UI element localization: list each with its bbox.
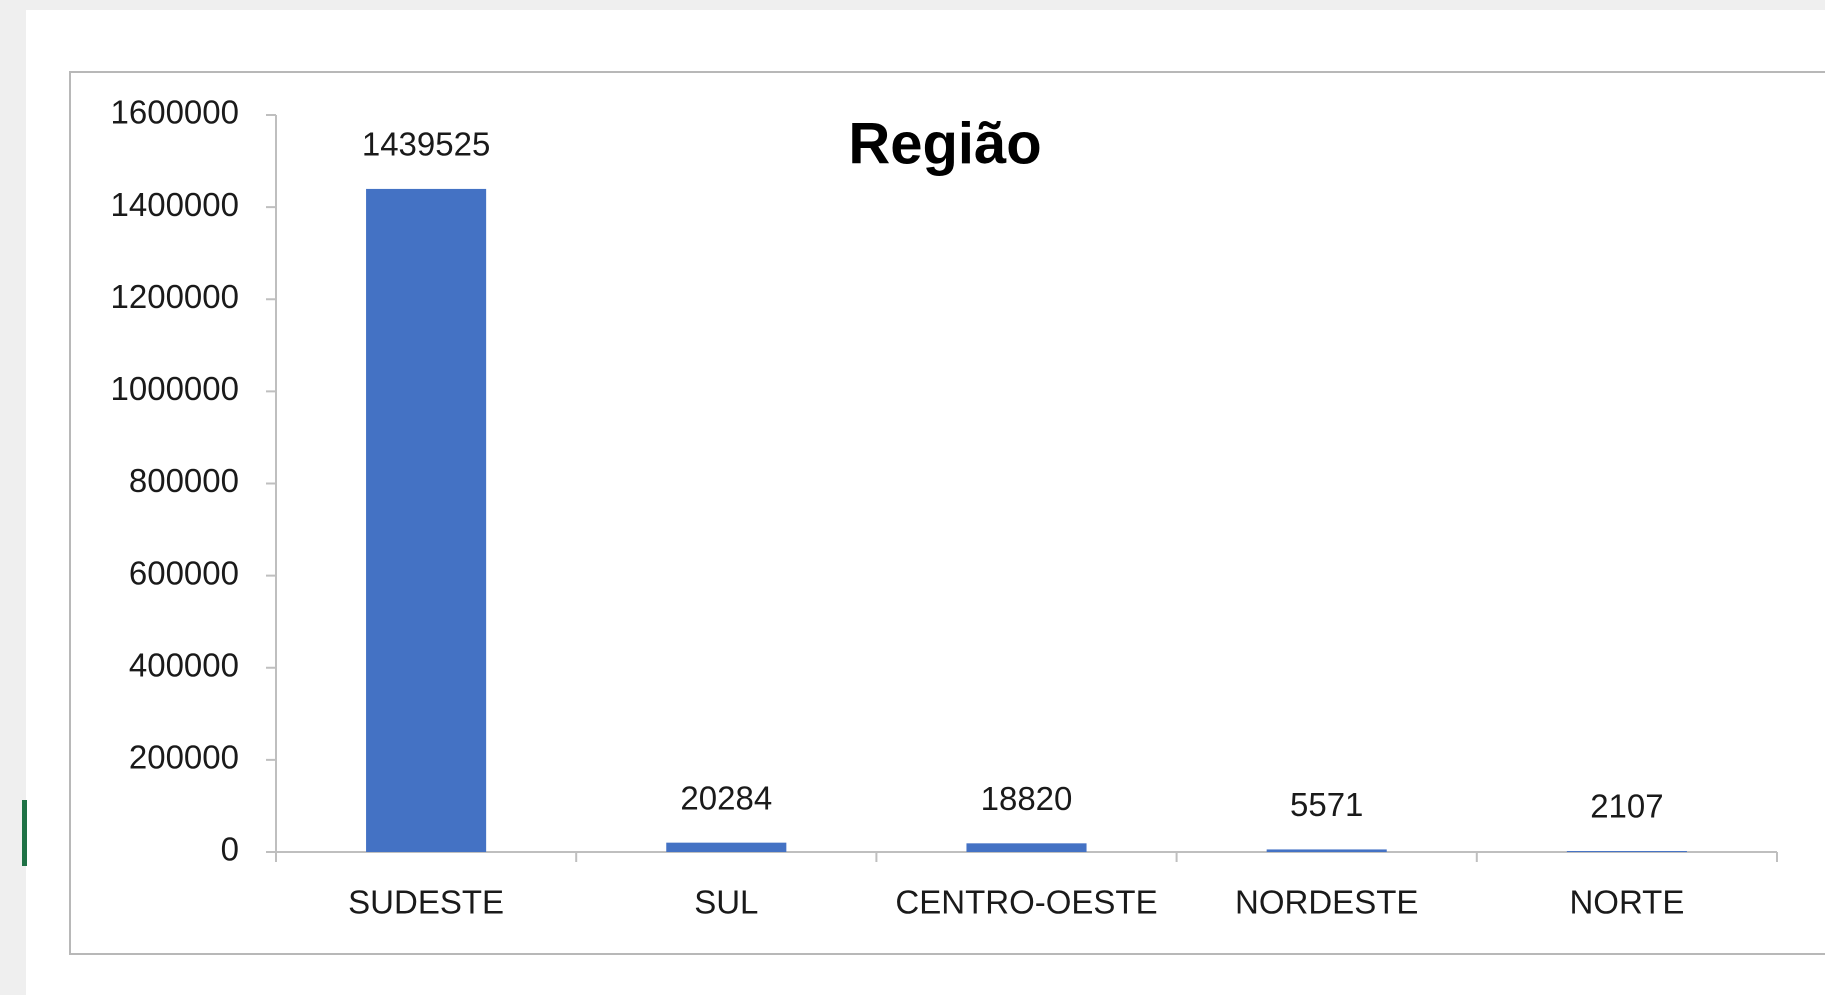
x-tick-label: NORDESTE bbox=[1235, 884, 1418, 921]
bar bbox=[1566, 851, 1687, 853]
y-tick-label: 0 bbox=[221, 831, 239, 868]
y-tick-label: 1200000 bbox=[111, 278, 239, 315]
x-tick-label: CENTRO-OESTE bbox=[895, 884, 1157, 921]
data-label: 5571 bbox=[1290, 786, 1363, 823]
y-tick-label: 1400000 bbox=[111, 186, 239, 223]
chart-title: Região bbox=[848, 111, 1041, 176]
chart-area bbox=[69, 71, 1825, 955]
y-tick-label: 400000 bbox=[129, 646, 239, 683]
data-label: 1439525 bbox=[362, 126, 490, 163]
sheet-marker bbox=[22, 800, 27, 866]
bar bbox=[966, 843, 1087, 852]
data-label: 2107 bbox=[1590, 788, 1663, 825]
y-tick-label: 600000 bbox=[129, 554, 239, 591]
x-tick-label: SUDESTE bbox=[348, 884, 504, 921]
y-tick-label: 800000 bbox=[129, 462, 239, 499]
x-tick-label: SUL bbox=[694, 884, 758, 921]
y-tick-label: 200000 bbox=[129, 739, 239, 776]
bar bbox=[366, 188, 487, 852]
y-tick-label: 1000000 bbox=[111, 370, 239, 407]
data-label: 18820 bbox=[981, 780, 1073, 817]
y-tick-label: 1600000 bbox=[111, 94, 239, 131]
chart: Região 0 200000 400000 600000 800000 1000000 1… bbox=[111, 94, 1778, 921]
data-label: 20284 bbox=[680, 779, 772, 816]
x-tick-label: NORTE bbox=[1569, 884, 1684, 921]
bar bbox=[666, 842, 787, 852]
bar bbox=[1266, 849, 1387, 852]
